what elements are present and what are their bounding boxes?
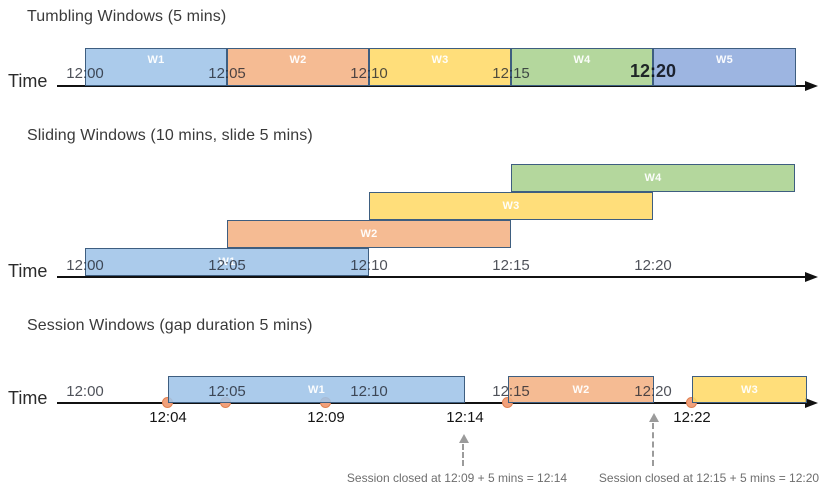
tumbling-window-w5: W5 <box>653 48 796 86</box>
event-time-label: 12:14 <box>446 409 484 426</box>
sliding-section-title: Sliding Windows (10 mins, slide 5 mins) <box>27 127 313 144</box>
tumbling-time-axis <box>57 85 806 87</box>
window-label: W1 <box>307 383 326 396</box>
sliding-window-w2: W2 <box>227 220 511 248</box>
axis-tick: 12:05 <box>208 65 246 82</box>
session-closed-annotation: Session closed at 12:15 + 5 mins = 12:20 <box>598 471 820 485</box>
axis-tick: 12:10 <box>350 65 388 82</box>
event-time-label: 12:22 <box>673 409 711 426</box>
axis-tick: 12:10 <box>350 383 388 400</box>
dashed-arrow-up-icon <box>459 434 469 443</box>
axis-tick: 12:05 <box>208 383 246 400</box>
tumbling-section-title: Tumbling Windows (5 mins) <box>27 8 227 25</box>
dashed-arrow-line <box>462 444 464 466</box>
tumbling-window-w4: W4 <box>511 48 653 86</box>
axis-tick: 12:00 <box>66 65 104 82</box>
window-label: W4 <box>573 54 591 66</box>
window-label: W3 <box>502 200 520 212</box>
axis-tick: 12:15 <box>492 65 530 82</box>
window-label: W4 <box>644 172 662 184</box>
axis-tick: 12:00 <box>66 383 104 400</box>
window-label: W1 <box>218 256 236 268</box>
axis-tick: 12:20 <box>629 61 677 81</box>
axis-tick: 12:05 <box>208 257 246 274</box>
axis-tick: 12:00 <box>66 257 104 274</box>
session-time-axis-label: Time <box>8 388 48 408</box>
tumbling-time-axis-label: Time <box>8 71 48 91</box>
session-axis-arrow-icon <box>805 398 818 408</box>
window-label: W1 <box>147 54 165 66</box>
event-time-label: 12:04 <box>149 409 187 426</box>
axis-tick: 12:20 <box>634 383 672 400</box>
sliding-axis-arrow-icon <box>805 272 818 282</box>
window-label: W2 <box>289 54 307 66</box>
window-label: W5 <box>715 54 734 66</box>
axis-tick: 12:10 <box>350 257 388 274</box>
sliding-window-w1: W1 <box>85 248 369 276</box>
sliding-window-w4: W4 <box>511 164 795 192</box>
dashed-arrow-up-icon <box>649 413 659 422</box>
axis-tick: 12:20 <box>634 257 672 274</box>
window-label: W2 <box>572 383 590 396</box>
sliding-window-w3: W3 <box>369 192 653 220</box>
window-label: W3 <box>740 383 759 396</box>
tumbling-window-w1: W1 <box>85 48 227 86</box>
sliding-time-axis <box>57 276 806 278</box>
tumbling-window-w2: W2 <box>227 48 369 86</box>
axis-tick: 12:15 <box>492 383 530 400</box>
session-closed-annotation: Session closed at 12:09 + 5 mins = 12:14 <box>346 471 568 485</box>
session-window-w1: W1 <box>168 376 465 403</box>
dashed-arrow-line <box>652 423 654 466</box>
session-section-title: Session Windows (gap duration 5 mins) <box>27 317 313 334</box>
session-window-w2: W2 <box>508 376 654 403</box>
sliding-time-axis-label: Time <box>8 261 48 281</box>
window-label: W2 <box>360 228 378 240</box>
session-window-w3: W3 <box>692 376 807 403</box>
axis-tick: 12:15 <box>492 257 530 274</box>
tumbling-axis-arrow-icon <box>805 81 818 91</box>
tumbling-window-w3: W3 <box>369 48 511 86</box>
session-time-axis <box>57 402 806 404</box>
window-label: W3 <box>431 54 449 66</box>
event-time-label: 12:09 <box>307 409 345 426</box>
